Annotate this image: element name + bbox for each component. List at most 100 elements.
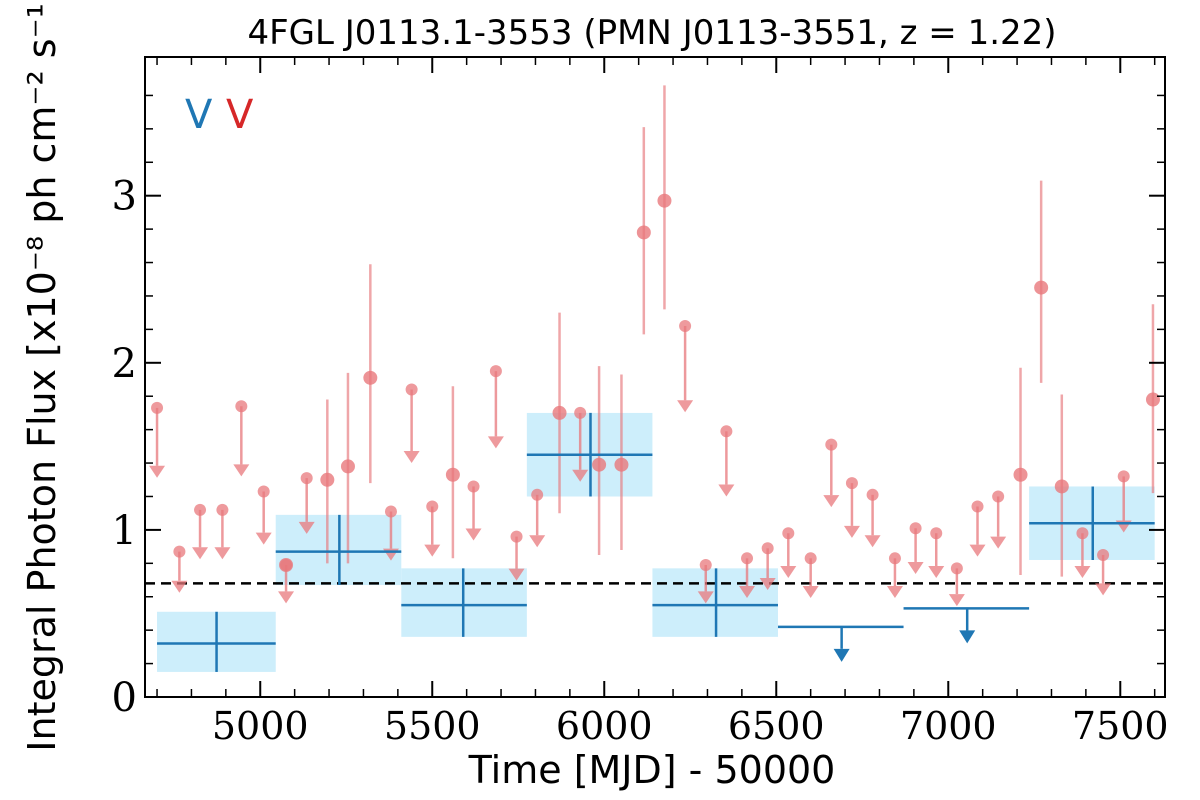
red-ul-arrow-3 — [214, 547, 231, 560]
red-ul-arrow-4 — [233, 464, 250, 477]
y-axis-label: Integral Photon Flux [x10⁻⁸ ph cm⁻² s⁻¹] — [20, 0, 64, 752]
red-ul-point-29 — [950, 562, 963, 575]
red-point-13 — [1145, 392, 1160, 407]
x-tick-label-0: 5000 — [212, 704, 309, 748]
y-tick-label-2: 2 — [112, 341, 137, 387]
x-tick-label-5: 7500 — [1072, 704, 1169, 748]
red-point-0 — [279, 557, 294, 572]
legend-label-blue: V — [185, 92, 213, 138]
red-ul-arrow-21 — [780, 565, 797, 578]
red-ul-arrow-27 — [907, 561, 924, 574]
red-ul-point-26 — [888, 552, 901, 565]
y-tick-label-3: 3 — [112, 174, 137, 220]
red-ul-arrow-5 — [255, 532, 272, 545]
x-tick-label-3: 6500 — [728, 704, 825, 748]
y-tick-label-0: 0 — [112, 675, 137, 721]
red-ul-point-13 — [510, 530, 523, 543]
red-ul-arrow-31 — [990, 536, 1007, 549]
red-ul-point-32 — [1076, 527, 1089, 540]
red-ul-arrow-29 — [948, 594, 965, 607]
red-ul-point-11 — [467, 480, 480, 493]
red-point-6 — [592, 457, 607, 472]
red-series-layer — [149, 85, 1160, 607]
red-ul-point-12 — [489, 365, 502, 378]
red-ul-point-30 — [971, 500, 984, 513]
red-ul-point-33 — [1097, 548, 1110, 561]
y-tick-label-1: 1 — [112, 508, 137, 554]
red-ul-point-10 — [426, 500, 439, 513]
red-ul-arrow-17 — [697, 591, 714, 604]
blue-ul-arrow-1 — [959, 630, 976, 644]
red-ul-point-16 — [679, 320, 692, 333]
red-ul-arrow-1 — [171, 580, 188, 593]
red-ul-point-1 — [173, 545, 186, 558]
blue-ul-arrow-0 — [833, 648, 850, 662]
red-point-7 — [614, 457, 629, 472]
x-tick-label-1: 5500 — [384, 704, 481, 748]
red-ul-point-23 — [825, 438, 838, 451]
red-point-12 — [1054, 479, 1069, 494]
red-ul-point-8 — [384, 505, 397, 518]
red-ul-point-14 — [531, 488, 544, 501]
legend-label-red: V — [226, 92, 254, 138]
x-tick-label-4: 7000 — [900, 704, 997, 748]
legend: V V — [185, 92, 254, 138]
x-axis-label: Time [MJD] - 50000 — [468, 748, 836, 792]
red-ul-arrow-11 — [465, 528, 482, 541]
red-ul-point-21 — [782, 527, 795, 540]
red-ul-point-3 — [216, 503, 229, 516]
red-ul-point-25 — [866, 488, 879, 501]
chart-title: 4FGL J0113.1-3553 (PMN J0113-3551, z = 1… — [247, 13, 1056, 53]
red-ul-arrow-14 — [529, 535, 546, 548]
red-ul-point-9 — [405, 383, 418, 396]
red-ul-point-31 — [992, 490, 1005, 503]
plot-frame — [144, 56, 1166, 698]
red-ul-arrow-9 — [403, 451, 420, 464]
red-ul-point-18 — [720, 425, 733, 438]
red-point-9 — [657, 193, 672, 208]
red-point-8 — [636, 225, 651, 240]
red-ul-arrow-26 — [886, 586, 903, 599]
red-ul-arrow-22 — [802, 586, 819, 599]
red-ul-arrow-15 — [572, 469, 589, 482]
red-ul-point-4 — [235, 400, 248, 413]
red-ul-point-15 — [574, 406, 587, 419]
red-ul-point-19 — [741, 552, 754, 565]
red-ul-arrow-10 — [424, 544, 441, 557]
red-ul-point-2 — [194, 503, 207, 516]
blue-series-layer — [157, 412, 1155, 672]
red-ul-point-17 — [699, 558, 712, 571]
red-ul-arrow-23 — [823, 495, 840, 508]
red-ul-arrow-19 — [739, 586, 756, 599]
red-point-11 — [1034, 280, 1049, 295]
red-ul-arrow-18 — [718, 484, 735, 497]
red-ul-arrow-16 — [677, 400, 694, 413]
red-point-4 — [445, 467, 460, 482]
x-tick-label-2: 6000 — [556, 704, 653, 748]
red-ul-arrow-30 — [969, 544, 986, 557]
red-point-2 — [340, 459, 355, 474]
red-ul-point-24 — [845, 477, 858, 490]
red-ul-arrow-24 — [843, 525, 860, 538]
red-ul-point-20 — [761, 542, 774, 555]
red-ul-point-28 — [930, 527, 943, 540]
red-ul-arrow-6 — [278, 591, 295, 604]
red-ul-point-27 — [909, 522, 922, 535]
red-ul-arrow-28 — [928, 565, 945, 578]
red-ul-arrow-7 — [298, 521, 315, 534]
red-ul-point-7 — [300, 472, 313, 485]
red-point-5 — [552, 405, 567, 420]
red-ul-arrow-33 — [1095, 583, 1112, 596]
red-point-10 — [1013, 467, 1028, 482]
red-ul-arrow-0 — [149, 465, 166, 478]
red-ul-arrow-20 — [759, 578, 776, 591]
red-ul-arrow-32 — [1074, 565, 1091, 578]
red-ul-point-34 — [1117, 470, 1130, 483]
red-ul-arrow-25 — [864, 535, 881, 548]
axes-layer: 5000 5500 6000 6500 7000 7500 0 1 2 3 — [112, 56, 1169, 748]
red-point-1 — [320, 472, 335, 487]
red-ul-point-0 — [151, 401, 164, 414]
bin-shading-layer — [157, 412, 1155, 672]
red-ul-point-22 — [804, 552, 817, 565]
